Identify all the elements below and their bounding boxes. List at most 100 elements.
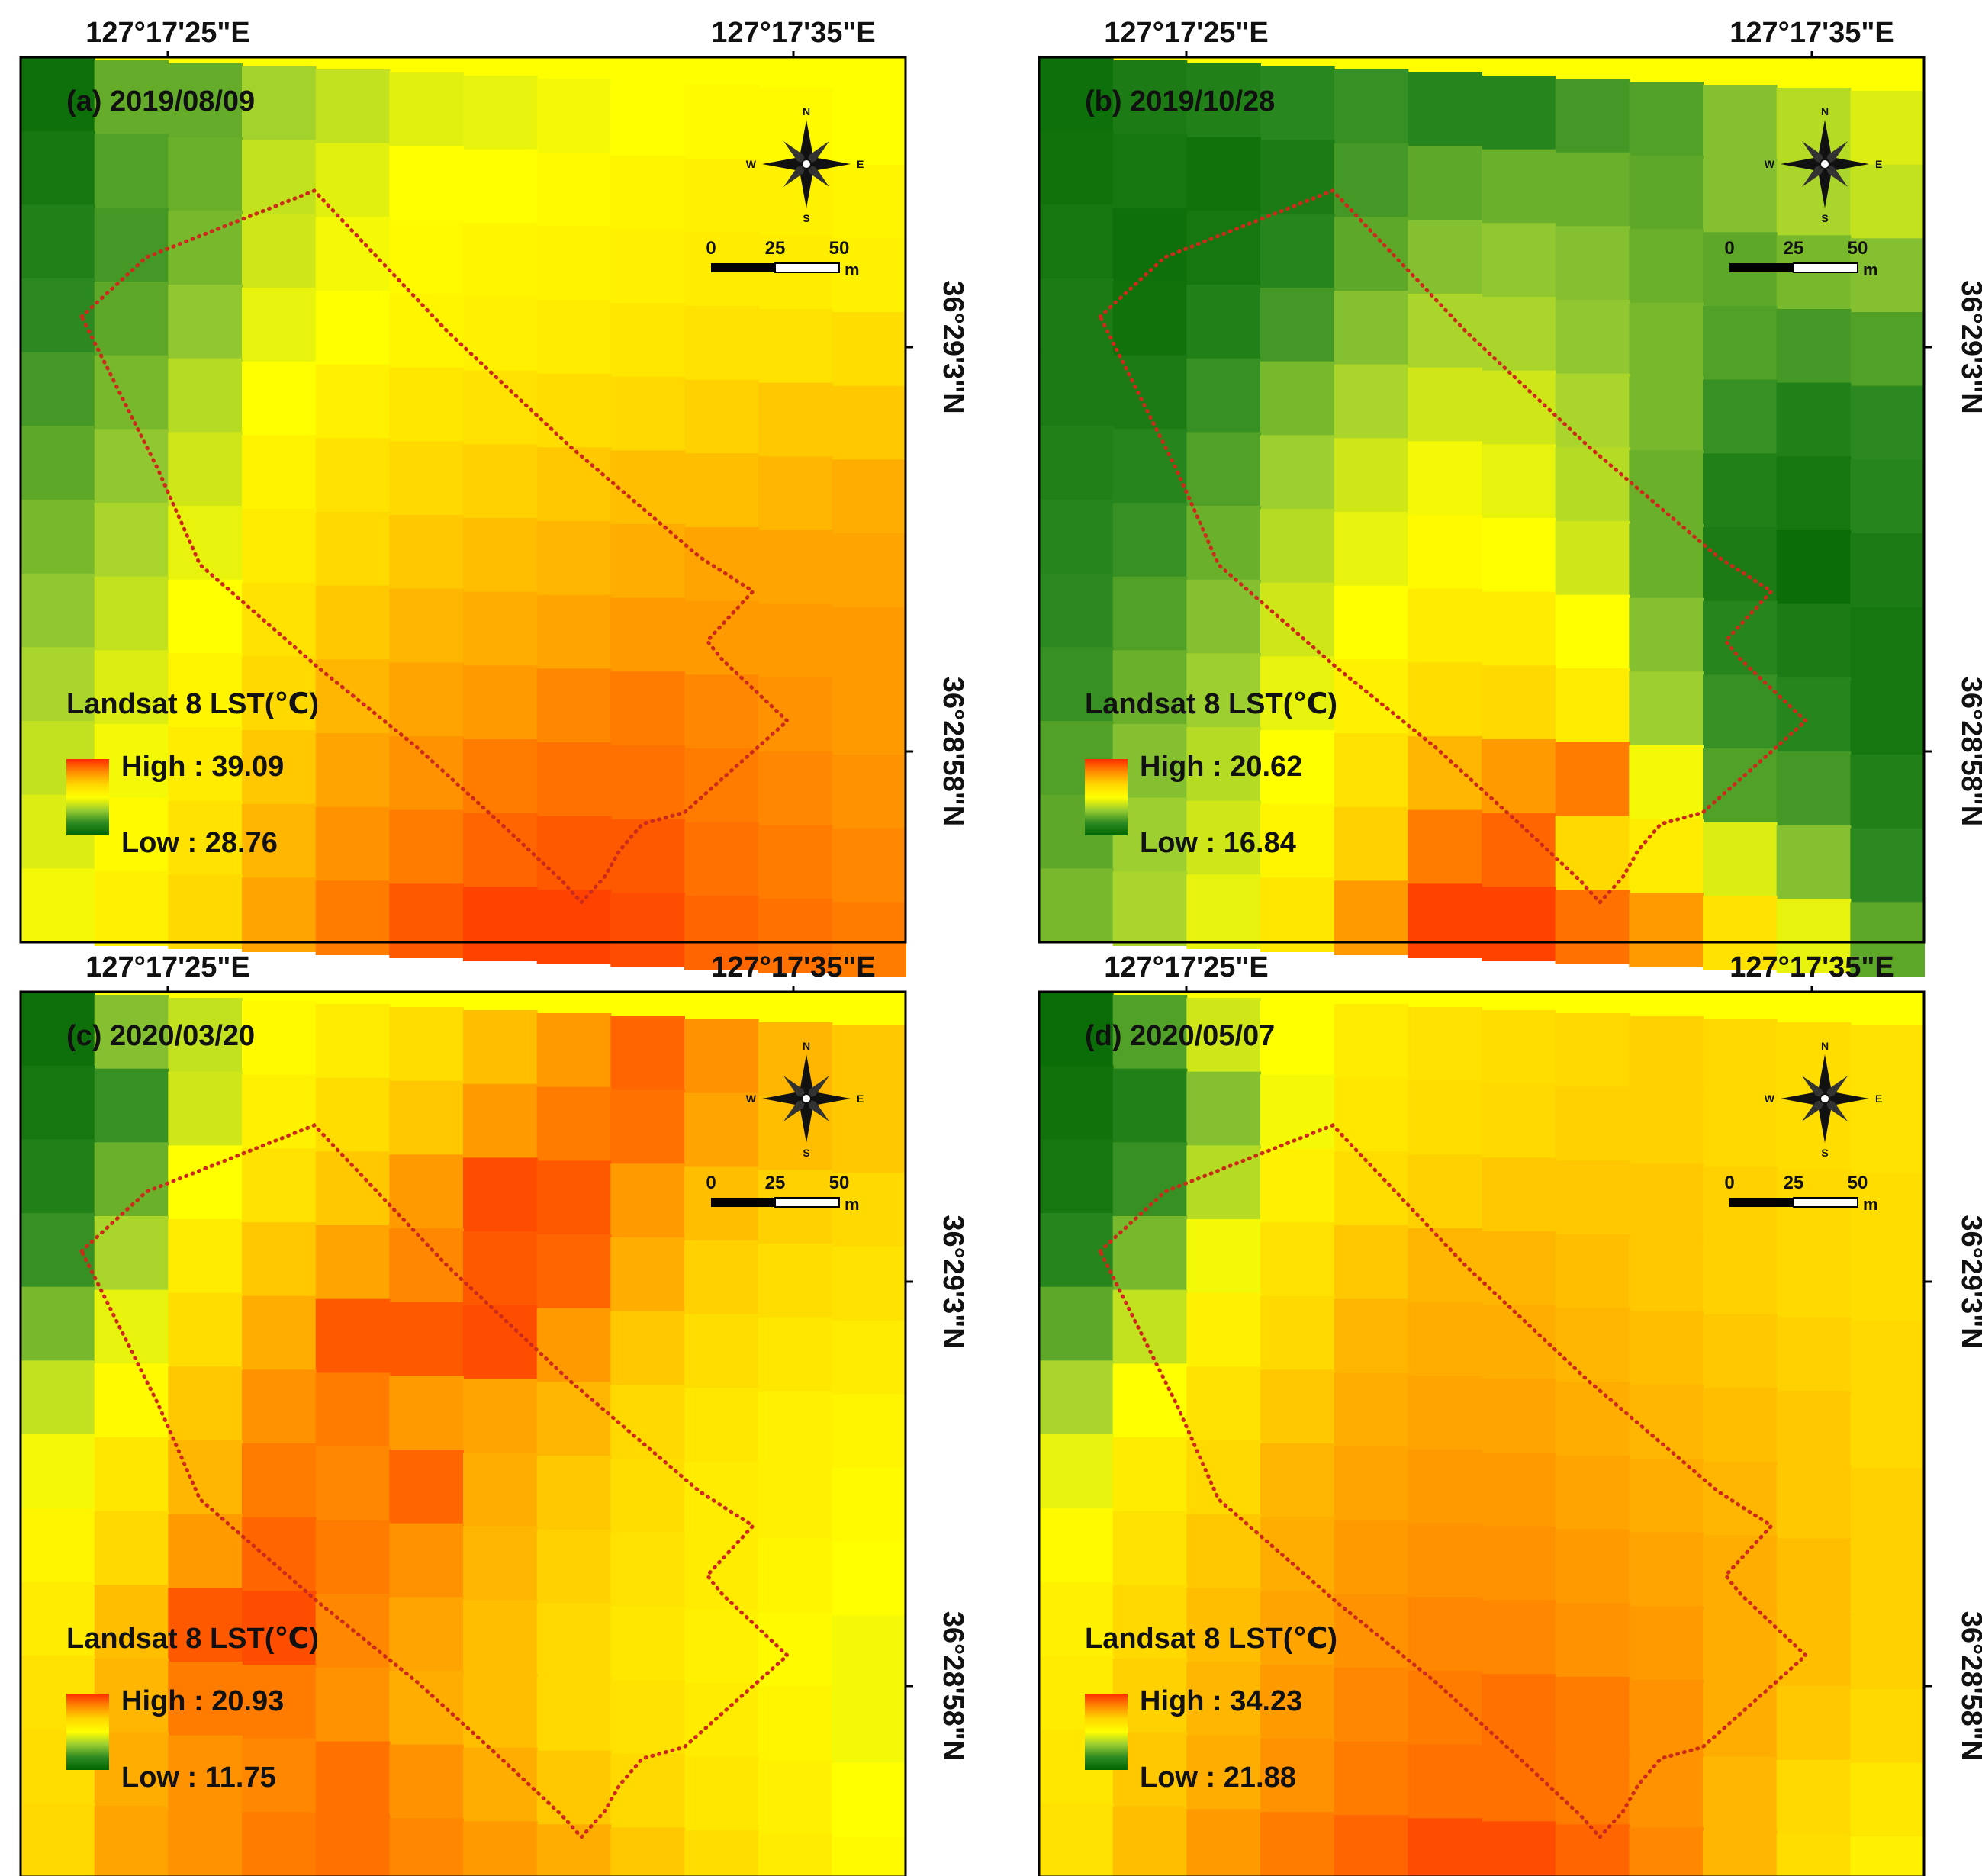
lst-pixel [1039, 573, 1114, 648]
lst-raster [1039, 57, 1925, 977]
lst-pixel [168, 358, 243, 433]
lst-pixel [1112, 503, 1188, 578]
lst-pixel [832, 1173, 906, 1247]
scale-bar: 0 25 50m [706, 238, 859, 279]
lst-pixel [463, 739, 538, 814]
lst-pixel [94, 576, 169, 652]
lst-pixel [1408, 588, 1482, 664]
lst-pixel [315, 364, 391, 439]
lst-pixel [1408, 1302, 1482, 1377]
lst-pixel [1555, 1456, 1630, 1530]
lst-pixel [1482, 1526, 1556, 1601]
lst-pixel [1629, 1311, 1704, 1386]
scale-label-25: 25 [1784, 1173, 1804, 1193]
lst-pixel [684, 674, 759, 749]
lst-pixel [1408, 220, 1482, 294]
lst-pixel [463, 1083, 538, 1159]
lst-pixel [1408, 736, 1482, 811]
lst-pixel [684, 1314, 759, 1389]
lst-pixel [832, 459, 906, 534]
map-frame: (a) 2019/08/09 N S E W 0 25 50m Landsat 8 LST(℃)… [19, 56, 907, 977]
lst-pixel [1482, 297, 1556, 372]
lst-pixel [1629, 893, 1704, 967]
lst-pixel [1186, 1735, 1261, 1810]
lst-pixel [242, 656, 317, 731]
lst-pixel [1260, 656, 1335, 731]
lst-pixel [1186, 506, 1261, 581]
lst-pixel [389, 883, 464, 958]
lst-pixel [389, 1228, 464, 1303]
lst-pixel [1482, 1674, 1556, 1749]
lst-pixel [610, 229, 685, 304]
lst-pixel [1629, 524, 1704, 599]
lst-pixel [315, 1741, 391, 1816]
lst-pixel [1334, 1815, 1409, 1876]
lst-pixel [1703, 1240, 1778, 1315]
lst-pixel [1334, 69, 1409, 144]
lst-pixel [1555, 890, 1630, 964]
lst-pixel [1776, 751, 1852, 826]
lst-pixel [758, 603, 833, 679]
lst-pixel [1555, 668, 1630, 743]
compass-icon: N S E W [1765, 1040, 1883, 1159]
lst-pixel [1039, 868, 1114, 943]
panel-c: (c) 2020/03/20 N S E W 0 25 50 m Landsat 8 LST(℃)… [0, 929, 969, 1876]
lst-pixel [1112, 1068, 1188, 1144]
lst-pixel [536, 668, 612, 743]
lst-pixel [1260, 1369, 1335, 1444]
lst-pixel [758, 1538, 833, 1614]
lst-pixel [536, 1308, 612, 1383]
lst-pixel [1850, 1025, 1925, 1100]
lst-pixel [1408, 1744, 1482, 1820]
lst-pixel [94, 871, 169, 946]
lst-pixel [610, 524, 685, 599]
legend-title: Landsat 8 LST(℃) [1085, 688, 1337, 720]
lst-pixel [758, 1465, 833, 1540]
lst-pixel [389, 294, 464, 368]
lst-pixel [1039, 352, 1114, 427]
lst-pixel [684, 453, 759, 528]
lst-pixel [21, 647, 95, 722]
lst-pixel [1629, 1827, 1704, 1876]
lst-pixel [21, 130, 95, 206]
lst-pixel [315, 1668, 391, 1742]
lst-pixel [1776, 825, 1852, 900]
lst-pixel [832, 1025, 906, 1100]
lst-pixel [21, 573, 95, 648]
lst-pixel [1482, 444, 1556, 519]
lst-pixel [1186, 358, 1261, 433]
map-border [1038, 56, 1926, 944]
lst-pixel [315, 438, 391, 513]
lst-pixel [1482, 149, 1556, 224]
lst-pixel [684, 600, 759, 676]
lst-pixel [1850, 1394, 1925, 1469]
lst-pixel [536, 1677, 612, 1752]
lst-pixel [610, 155, 685, 230]
lat-label-bottom: 36°28'58"N [937, 677, 969, 827]
lst-pixel [1850, 755, 1925, 829]
lst-pixel [1629, 1532, 1704, 1607]
lst-pixel [463, 1821, 538, 1876]
lst-pixel [536, 890, 612, 964]
lst-pixel [463, 149, 538, 224]
lst-pixel [758, 1833, 833, 1876]
lst-pixel [1334, 1668, 1409, 1742]
lst-pixel [315, 1151, 391, 1226]
lst-pixel [1555, 1529, 1630, 1604]
scale-label-25: 25 [765, 1173, 786, 1193]
lst-pixel [1186, 1514, 1261, 1589]
lst-pixel [1039, 992, 1114, 1067]
lst-pixel [832, 164, 906, 240]
lst-pixel [1703, 1092, 1778, 1168]
lst-pixel [1629, 1459, 1704, 1533]
lst-pixel [758, 382, 833, 458]
lst-raster [21, 992, 906, 1876]
lst-pixel [610, 671, 685, 746]
lst-pixel [1703, 1019, 1778, 1094]
lst-pixel [463, 1600, 538, 1675]
lst-pixel [315, 585, 391, 661]
lon-label-left: 127°17'25"E [85, 17, 250, 49]
lst-pixel [1629, 1753, 1704, 1829]
lst-pixel [758, 1391, 833, 1466]
lst-pixel [758, 1759, 833, 1835]
